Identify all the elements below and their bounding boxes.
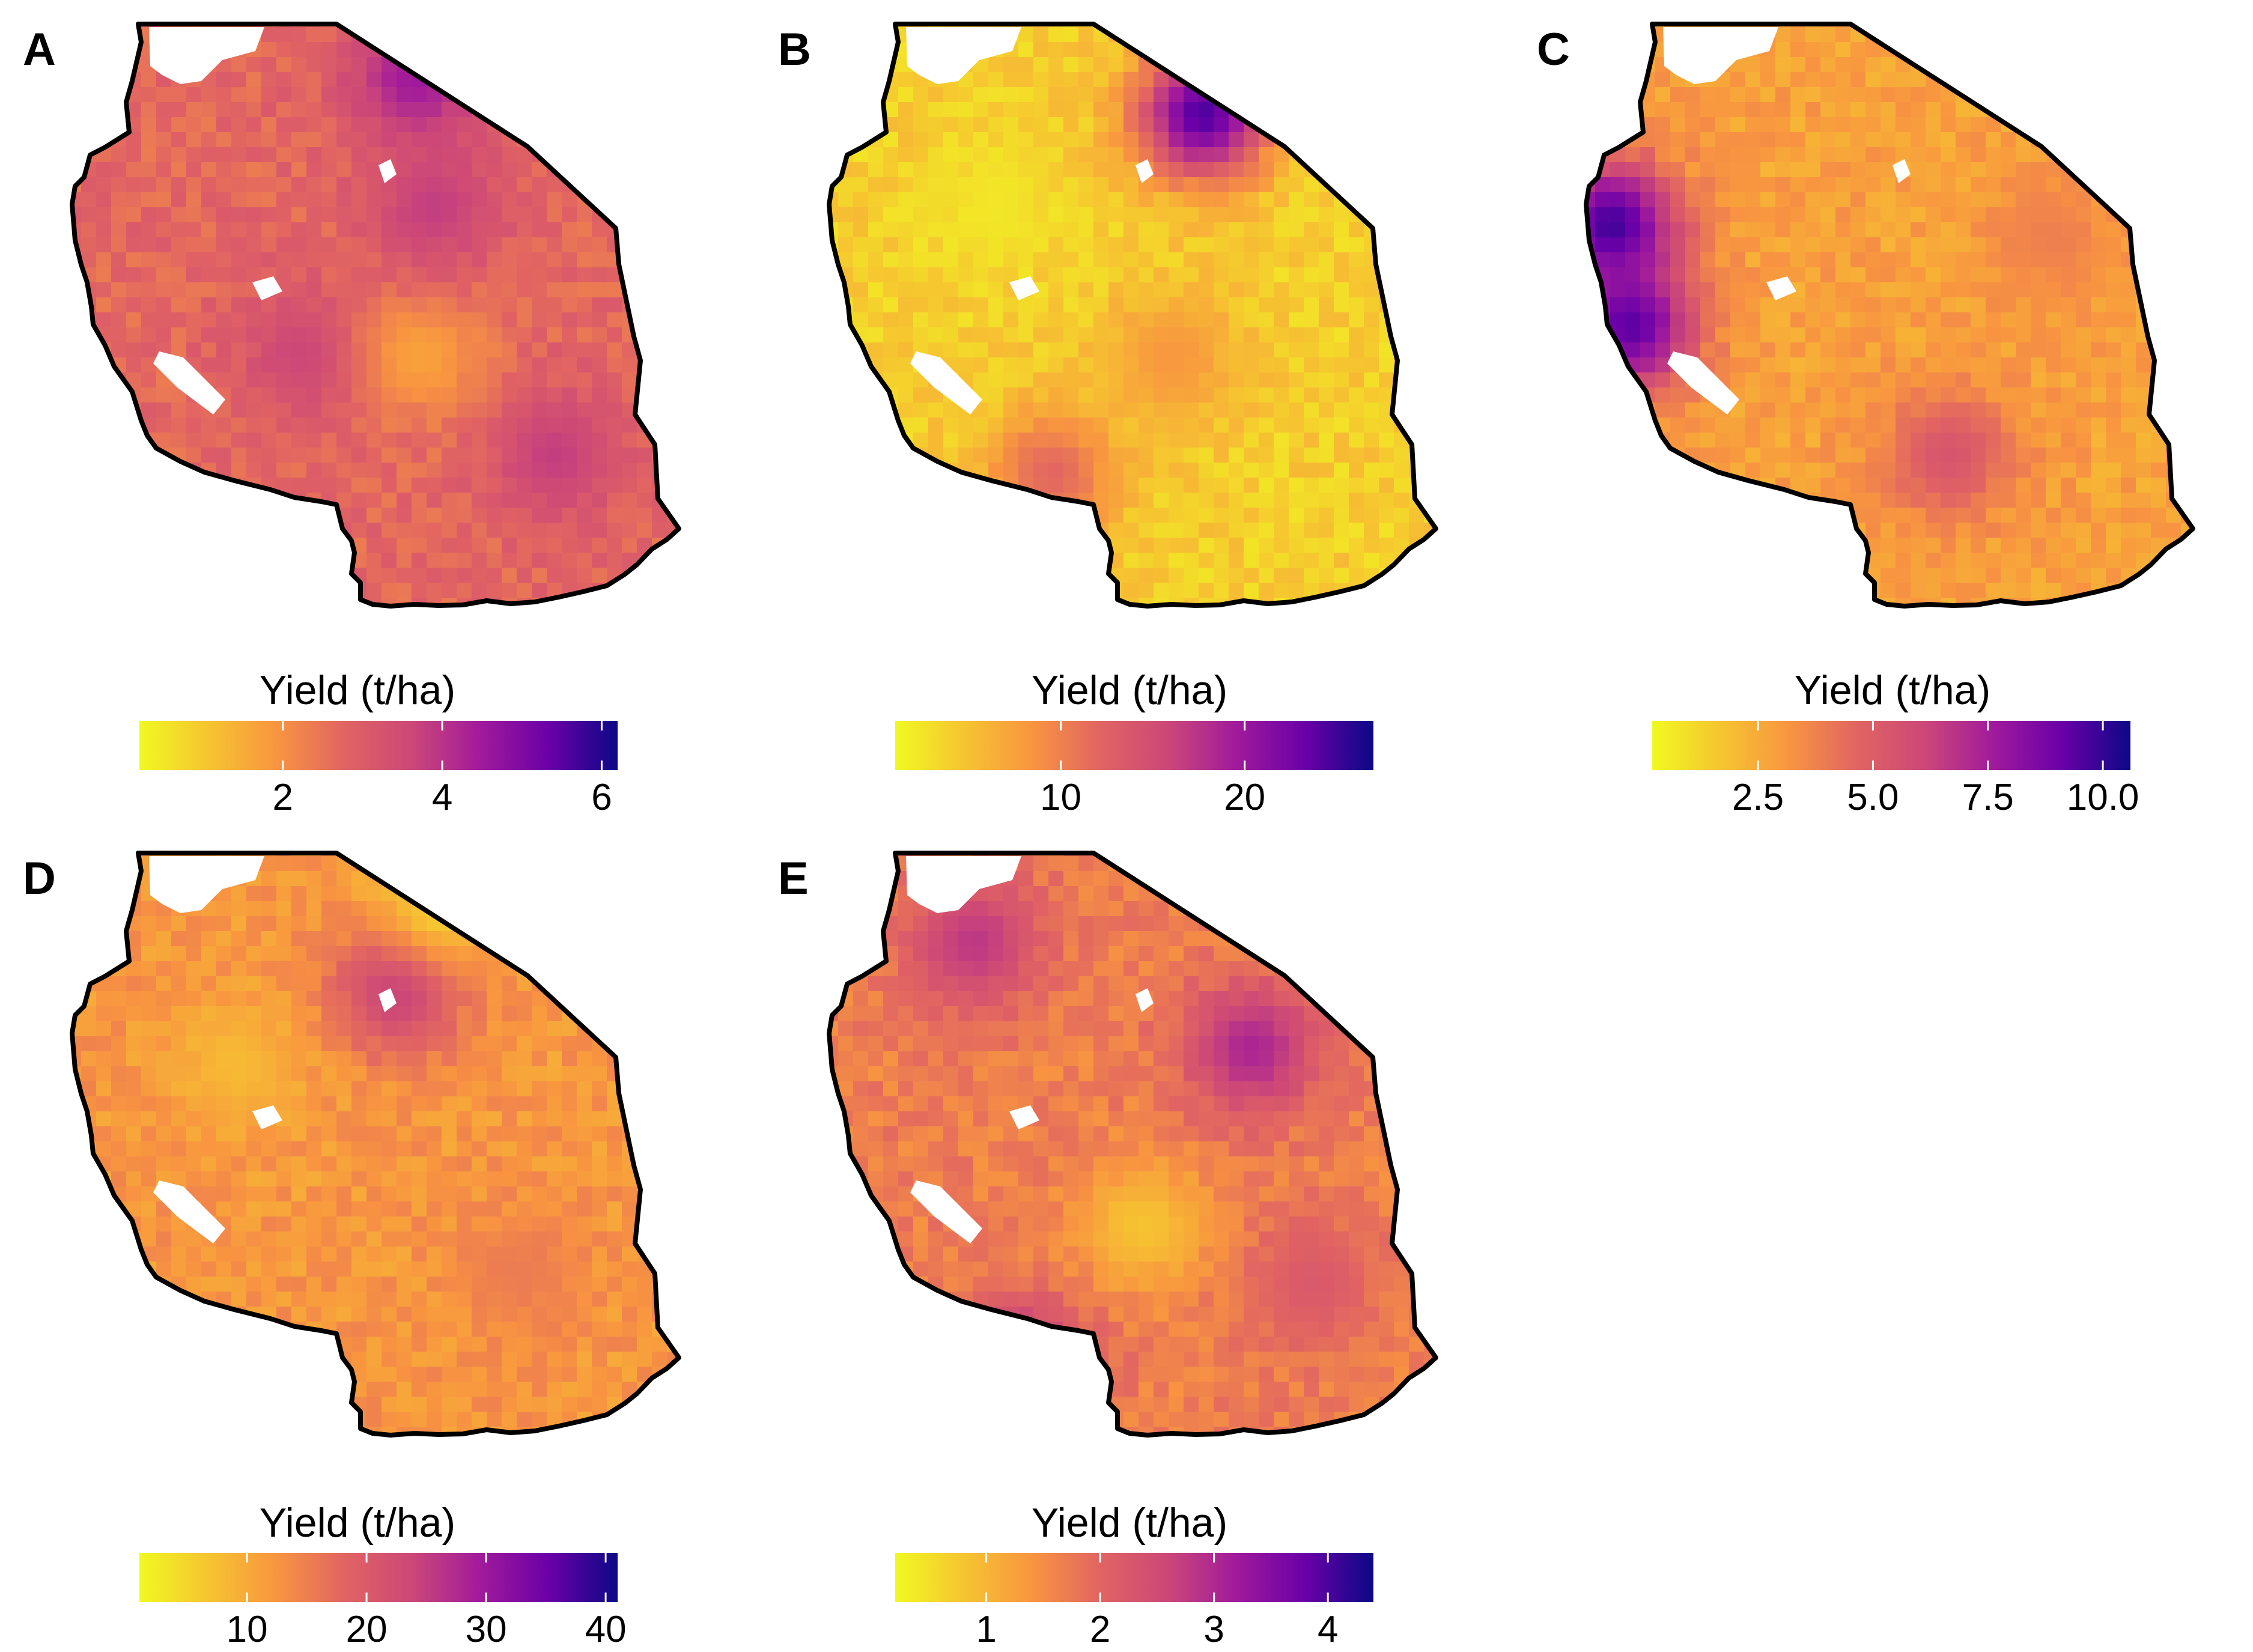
colorbar-c: 2.5 5.0 7.5 10.0 [1652, 721, 2139, 818]
yield-raster-e [829, 853, 1436, 1435]
legend-title-a: Yield (t/ha) [260, 667, 455, 713]
map-d [70, 851, 681, 1438]
colorbar-gradient-e [895, 1553, 1373, 1602]
colorbar-gradient-a [139, 721, 618, 770]
country-border-d [70, 851, 681, 1438]
country-border-a [70, 22, 681, 609]
legend-title-c: Yield (t/ha) [1795, 667, 1990, 713]
lake-mask [906, 27, 1021, 84]
colorbar-tick-label: 4 [432, 777, 452, 818]
panel-b: B Yield (t/ha) 10 20 [778, 22, 1438, 818]
colorbar-tick-label: 40 [585, 1609, 627, 1650]
colorbar-gradient-d [139, 1553, 618, 1602]
map-a [70, 22, 681, 609]
colorbar-tick-label: 6 [591, 777, 612, 818]
lake-mask [149, 856, 264, 913]
colorbar-tick-label: 30 [466, 1609, 507, 1650]
lake-mask [910, 351, 982, 415]
yield-raster-c [1586, 24, 2193, 606]
lake-mask [153, 1180, 225, 1244]
lake-mask [1663, 27, 1778, 84]
lake-mask [379, 988, 397, 1012]
colorbar-tick-label: 2 [273, 777, 293, 818]
legend-title-e: Yield (t/ha) [1032, 1500, 1227, 1546]
colorbar-tick-label: 20 [1224, 777, 1265, 818]
lake-mask [379, 159, 397, 183]
lake-mask [906, 856, 1021, 913]
colorbar-e: 1 2 3 4 [895, 1553, 1373, 1650]
country-border-b [827, 22, 1438, 609]
colorbar-tick-label: 5.0 [1847, 777, 1899, 818]
panel-letter-a: A [23, 24, 56, 75]
legend-title-b: Yield (t/ha) [1032, 667, 1227, 713]
lake-mask [1667, 351, 1739, 415]
panel-letter-c: C [1537, 24, 1570, 75]
map-c [1584, 22, 2195, 609]
colorbar-tick-label: 10 [1040, 777, 1081, 818]
colorbar-tick-label: 7.5 [1962, 777, 2014, 818]
lake-mask [1766, 276, 1796, 300]
legend-title-d: Yield (t/ha) [260, 1500, 455, 1546]
lake-mask [910, 1180, 982, 1244]
colorbar-a: 2 4 6 [139, 721, 618, 818]
colorbar-tick-label: 10.0 [2067, 777, 2139, 818]
lake-mask [1136, 159, 1154, 183]
panel-e: E Yield (t/ha) 1 2 3 4 [778, 851, 1438, 1650]
colorbar-tick-label: 2.5 [1732, 777, 1784, 818]
colorbar-tick-label: 2 [1090, 1609, 1110, 1650]
colorbar-tick-label: 1 [976, 1609, 996, 1650]
panel-letter-d: D [23, 853, 56, 904]
colorbar-b: 10 20 [895, 721, 1373, 818]
yield-raster-d [72, 853, 679, 1435]
yield-raster-a [72, 24, 679, 606]
lake-mask [1893, 159, 1911, 183]
lake-mask [1136, 988, 1154, 1012]
lake-mask [153, 351, 225, 415]
lake-mask [149, 27, 264, 84]
panel-letter-e: E [778, 853, 809, 904]
map-e [827, 851, 1438, 1438]
panel-letter-b: B [778, 24, 811, 75]
colorbar-tick-label: 20 [346, 1609, 388, 1650]
lake-mask [252, 1105, 282, 1129]
panel-c: C Yield (t/ha) 2.5 5.0 7.5 10.0 [1537, 22, 2195, 818]
map-b [827, 22, 1438, 609]
lake-mask [1009, 1105, 1039, 1129]
colorbar-tick-label: 4 [1318, 1609, 1338, 1650]
panel-d: D Yield (t/ha) 10 20 30 40 [23, 851, 681, 1650]
country-border-c [1584, 22, 2195, 609]
colorbar-tick-label: 3 [1203, 1609, 1224, 1650]
country-border-e [827, 851, 1438, 1438]
colorbar-gradient-b [895, 721, 1373, 770]
lake-mask [1009, 276, 1039, 300]
yield-raster-b [829, 24, 1436, 606]
colorbar-gradient-c [1652, 721, 2130, 770]
colorbar-d: 10 20 30 40 [139, 1553, 627, 1650]
panel-a: A Yield (t/ha) 2 4 6 [23, 22, 681, 818]
colorbar-tick-label: 10 [227, 1609, 268, 1650]
lake-mask [252, 276, 282, 300]
